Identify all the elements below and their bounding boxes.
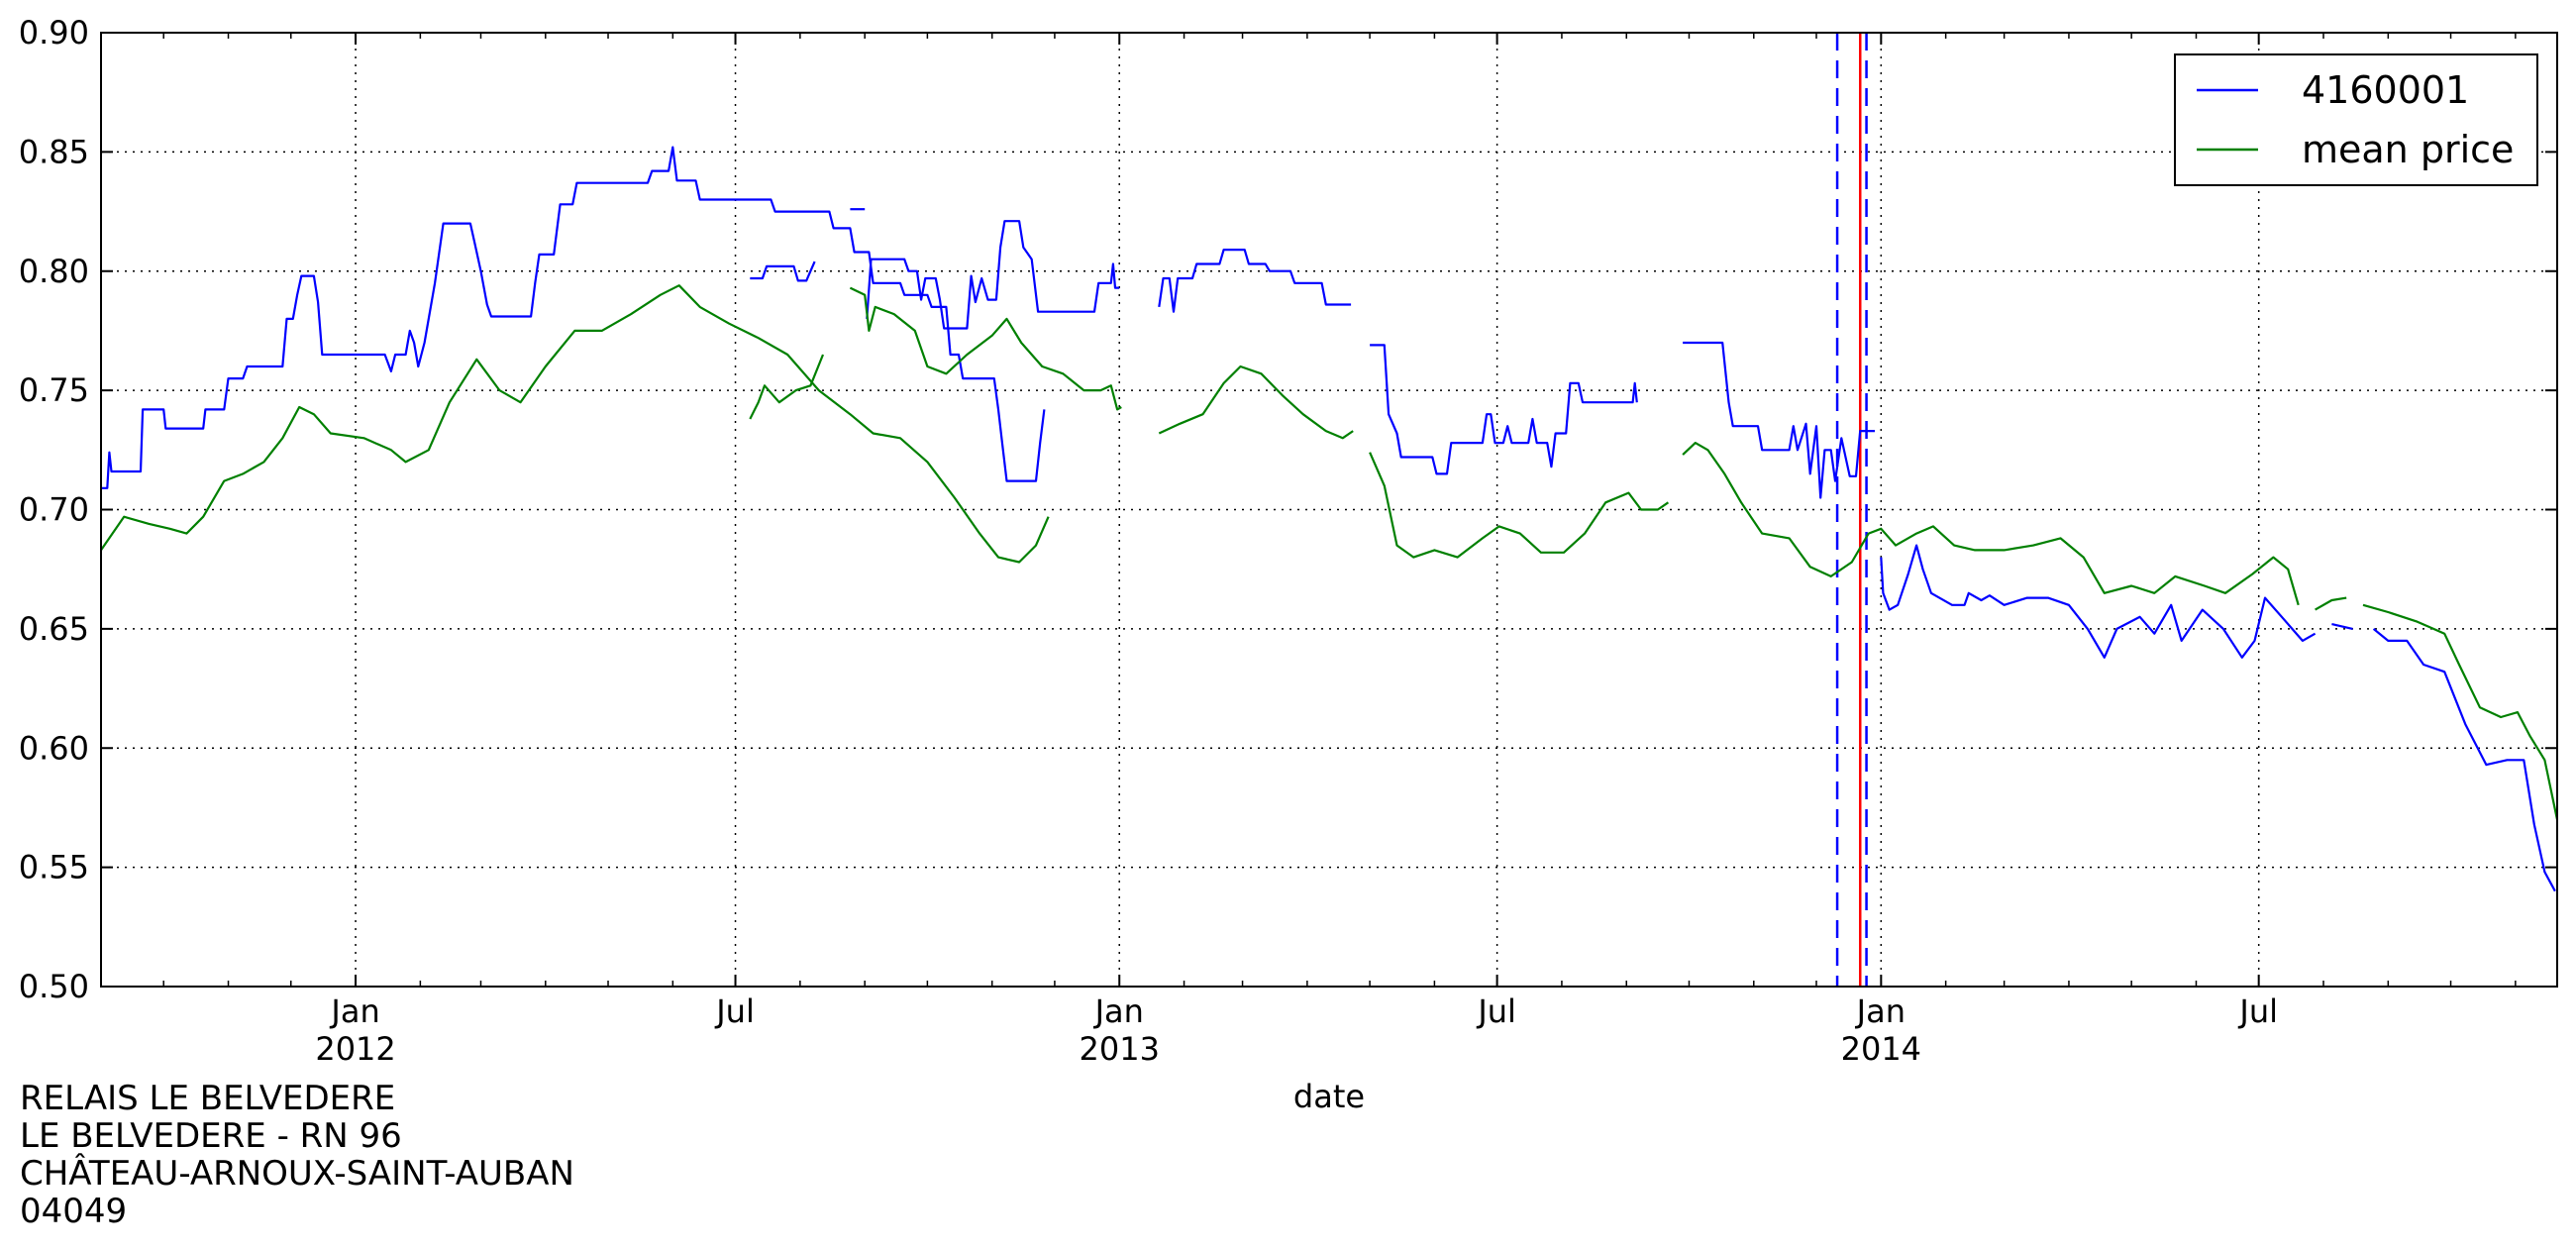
series-line bbox=[849, 286, 1122, 411]
y-tick-label: 0.50 bbox=[19, 968, 89, 1005]
legend-label: 4160001 bbox=[2302, 68, 2469, 112]
series-line bbox=[866, 220, 1120, 330]
series-line bbox=[1683, 341, 1875, 499]
station-city: CHÂTEAU-ARNOUX-SAINT-AUBAN bbox=[20, 1154, 574, 1194]
legend: 4160001 mean price bbox=[2174, 53, 2538, 186]
x-tick-year-label: 2012 bbox=[315, 1030, 395, 1068]
x-axis-label: date bbox=[1293, 1078, 1365, 1115]
series-line bbox=[1682, 442, 2300, 606]
series-line bbox=[1370, 344, 1638, 475]
series-line bbox=[2315, 596, 2347, 611]
series-line bbox=[2362, 603, 2559, 820]
x-tick-label: Jul bbox=[2237, 992, 2278, 1030]
legend-box bbox=[2174, 53, 2538, 186]
x-tick-label: Jan bbox=[329, 992, 379, 1030]
x-tick-label: Jan bbox=[1855, 992, 1906, 1030]
x-tick-year-label: 2013 bbox=[1080, 1030, 1160, 1068]
x-tick-label: Jan bbox=[1093, 992, 1144, 1030]
series-line bbox=[749, 354, 825, 420]
y-tick-label: 0.90 bbox=[19, 14, 89, 52]
legend-label: mean price bbox=[2302, 128, 2514, 171]
x-tick-year-label: 2014 bbox=[1841, 1030, 1921, 1068]
y-tick-label: 0.75 bbox=[19, 371, 89, 409]
series-line bbox=[2331, 623, 2353, 630]
y-tick-label: 0.65 bbox=[19, 610, 89, 648]
series-line bbox=[750, 261, 816, 282]
series-lines bbox=[100, 146, 2559, 892]
series-line bbox=[1158, 365, 1354, 440]
series-line bbox=[1158, 249, 1352, 313]
y-axis: 0.50 0.55 0.60 0.65 0.70 0.75 0.80 0.85 0.90 bbox=[19, 14, 2557, 1005]
station-address: LE BELVEDERE - RN 96 bbox=[20, 1116, 402, 1156]
x-tick-label: Jul bbox=[714, 992, 755, 1030]
series-line bbox=[1369, 452, 1670, 559]
series-line bbox=[100, 284, 1050, 564]
y-tick-label: 0.70 bbox=[19, 491, 89, 529]
series-line bbox=[2372, 628, 2556, 892]
y-tick-label: 0.60 bbox=[19, 729, 89, 767]
x-tick-label: Jul bbox=[1476, 992, 1516, 1030]
station-name: RELAIS LE BELVEDERE bbox=[20, 1079, 396, 1118]
y-tick-label: 0.55 bbox=[19, 849, 89, 886]
event-markers bbox=[1835, 33, 1868, 987]
series-line bbox=[1880, 544, 2317, 659]
y-tick-label: 0.80 bbox=[19, 253, 89, 290]
series-line bbox=[101, 146, 1046, 489]
y-tick-label: 0.85 bbox=[19, 133, 89, 170]
station-info: RELAIS LE BELVEDERE LE BELVEDERE - RN 96… bbox=[20, 1080, 574, 1230]
station-postcode: 04049 bbox=[20, 1192, 128, 1231]
